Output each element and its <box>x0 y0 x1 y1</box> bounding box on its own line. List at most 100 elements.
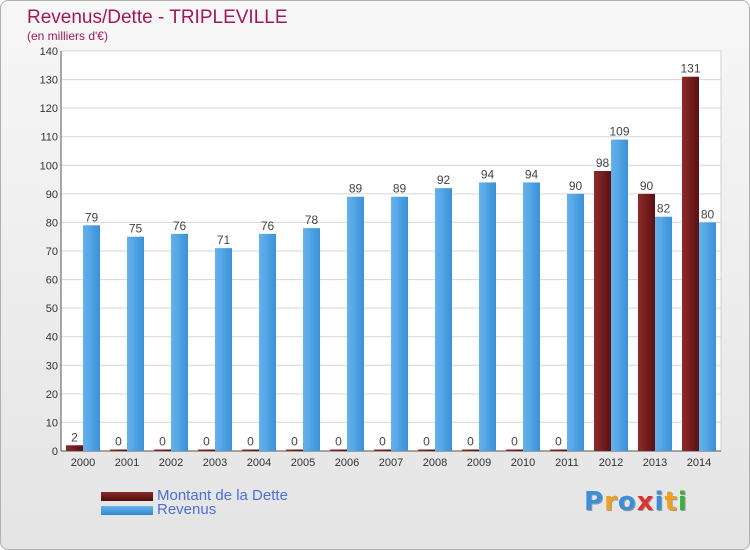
bar-dette <box>374 449 391 451</box>
data-label-revenus: 76 <box>173 219 187 233</box>
data-label-revenus: 94 <box>481 167 495 181</box>
bar-dette <box>594 171 611 451</box>
bar-dette <box>330 449 347 451</box>
data-label-dette: 0 <box>379 435 386 449</box>
bar-revenus <box>303 228 320 451</box>
y-tick-label: 70 <box>46 246 58 258</box>
bar-revenus <box>215 248 232 451</box>
bar-revenus <box>567 193 584 451</box>
bar-revenus <box>479 182 496 451</box>
y-tick-label: 40 <box>46 332 58 344</box>
bar-revenus <box>83 225 100 451</box>
bar-dette <box>286 449 303 451</box>
logo-letter: t <box>664 487 678 517</box>
bar-dette <box>110 449 127 451</box>
data-label-dette: 0 <box>203 435 210 449</box>
data-label-dette: 90 <box>640 179 654 193</box>
bar-dette <box>682 76 699 451</box>
x-tick-label: 2011 <box>555 457 579 469</box>
x-tick-label: 2004 <box>247 457 271 469</box>
proxiti-logo: Proxiti <box>584 487 688 517</box>
x-tick-label: 2014 <box>687 457 711 469</box>
y-tick-label: 60 <box>46 275 58 287</box>
logo-letter: P <box>584 487 605 517</box>
data-label-revenus: 79 <box>85 210 99 224</box>
legend-swatch-revenus <box>101 506 153 515</box>
logo-letter: x <box>636 487 655 517</box>
bar-dette <box>198 449 215 451</box>
chart-title: Revenus/Dette - TRIPLEVILLE <box>27 7 288 28</box>
data-label-revenus: 89 <box>393 182 407 196</box>
data-label-dette: 98 <box>596 156 610 170</box>
data-label-dette: 0 <box>115 435 122 449</box>
data-label-dette: 131 <box>680 62 700 76</box>
bar-revenus <box>171 233 188 451</box>
data-label-revenus: 76 <box>261 219 275 233</box>
bar-revenus <box>259 233 276 451</box>
y-tick-label: 10 <box>46 417 58 429</box>
data-label-revenus: 75 <box>129 222 143 236</box>
y-tick-label: 120 <box>40 103 58 115</box>
x-tick-label: 2001 <box>115 457 139 469</box>
y-tick-label: 130 <box>40 75 58 87</box>
x-tick-label: 2007 <box>379 457 403 469</box>
y-tick-label: 30 <box>46 360 58 372</box>
y-tick-label: 0 <box>52 446 58 458</box>
data-label-dette: 0 <box>159 435 166 449</box>
data-label-dette: 0 <box>511 435 518 449</box>
logo-letter: i <box>654 487 665 517</box>
bar-dette <box>506 449 523 451</box>
bar-dette <box>242 449 259 451</box>
data-label-revenus: 94 <box>525 167 539 181</box>
bar-revenus <box>391 196 408 451</box>
data-label-dette: 0 <box>335 435 342 449</box>
legend-swatch-dette <box>101 492 153 501</box>
x-tick-label: 2010 <box>511 457 535 469</box>
bar-revenus <box>611 139 628 452</box>
legend-label-dette: Montant de la Dette <box>157 487 288 504</box>
x-tick-label: 2006 <box>335 457 359 469</box>
bar-dette <box>462 449 479 451</box>
y-tick-label: 110 <box>40 132 58 144</box>
x-tick-label: 2009 <box>467 457 491 469</box>
data-label-dette: 2 <box>71 430 78 444</box>
data-label-revenus: 90 <box>569 179 583 193</box>
x-tick-label: 2000 <box>71 457 95 469</box>
chart-subtitle: (en milliers d'€) <box>27 29 108 43</box>
x-tick-label: 2003 <box>203 457 227 469</box>
bar-dette <box>154 449 171 451</box>
y-tick-label: 90 <box>46 189 58 201</box>
bar-revenus <box>655 216 672 451</box>
x-tick-label: 2005 <box>291 457 315 469</box>
bar-dette <box>66 445 83 451</box>
data-label-revenus: 78 <box>305 213 319 227</box>
bar-dette <box>418 449 435 451</box>
x-tick-label: 2008 <box>423 457 447 469</box>
y-tick-label: 100 <box>40 160 58 172</box>
bar-revenus <box>523 182 540 451</box>
bar-revenus <box>435 188 452 451</box>
bar-dette <box>550 449 567 451</box>
bar-dette <box>638 193 655 451</box>
x-tick-label: 2012 <box>599 457 623 469</box>
data-label-revenus: 92 <box>437 173 451 187</box>
data-label-revenus: 109 <box>609 125 629 139</box>
bar-revenus <box>699 222 716 451</box>
logo-letter: i <box>677 487 688 517</box>
data-label-revenus: 71 <box>217 233 231 247</box>
logo-letter: r <box>604 487 618 517</box>
legend-label-revenus: Revenus <box>157 501 217 518</box>
x-tick-label: 2002 <box>159 457 183 469</box>
logo-letter: o <box>617 487 637 517</box>
data-label-revenus: 89 <box>349 182 363 196</box>
bar-revenus <box>127 236 144 451</box>
data-label-revenus: 82 <box>657 202 671 216</box>
y-tick-label: 50 <box>46 303 58 315</box>
data-label-revenus: 80 <box>701 207 715 221</box>
x-tick-label: 2013 <box>643 457 667 469</box>
data-label-dette: 0 <box>247 435 254 449</box>
y-tick-label: 140 <box>40 46 58 58</box>
y-tick-label: 20 <box>46 389 58 401</box>
